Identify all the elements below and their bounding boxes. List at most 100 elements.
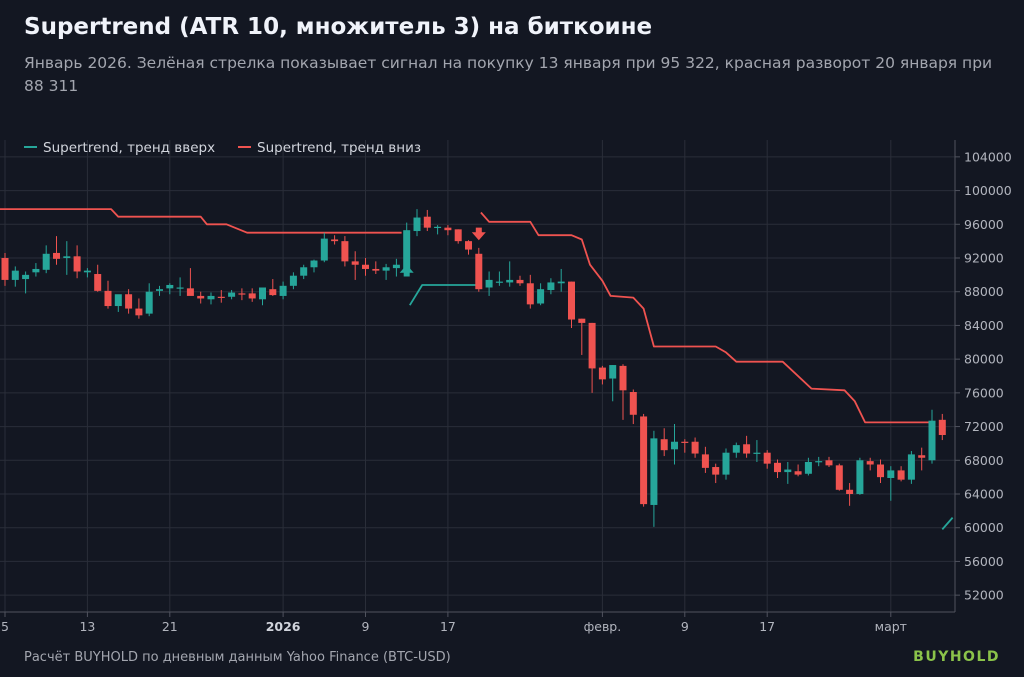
- candle-body: [94, 274, 102, 291]
- candle: [701, 446, 709, 473]
- candle: [825, 456, 833, 468]
- candle-body: [712, 467, 720, 475]
- candle: [475, 247, 483, 292]
- legend: Supertrend, тренд вверх Supertrend, тренд…: [24, 140, 421, 156]
- candle: [382, 263, 390, 280]
- candle: [94, 264, 102, 292]
- candle-body: [382, 267, 390, 271]
- candle-body: [392, 264, 400, 269]
- x-tick-label: 13: [79, 619, 95, 634]
- candle: [804, 457, 812, 476]
- candle-body: [588, 322, 596, 369]
- candle-body: [279, 285, 287, 296]
- candle: [238, 288, 246, 301]
- candle: [362, 258, 369, 276]
- candle-body: [207, 295, 215, 300]
- candle-body: [63, 256, 71, 258]
- candle-body: [341, 241, 349, 262]
- candle-body: [73, 256, 81, 272]
- candle-body: [763, 452, 771, 464]
- candle: [743, 435, 751, 458]
- candle: [526, 274, 534, 309]
- candle-body: [701, 454, 709, 468]
- candle-body: [557, 281, 565, 284]
- candle: [32, 263, 40, 277]
- candle-body: [691, 441, 699, 454]
- candle: [815, 456, 823, 467]
- candle: [1, 252, 9, 286]
- candle-body: [578, 318, 586, 323]
- candle: [83, 268, 91, 278]
- candle: [506, 261, 514, 287]
- candle-body: [104, 290, 112, 307]
- candle: [877, 459, 884, 484]
- candle: [794, 464, 802, 477]
- candle: [186, 268, 194, 296]
- brand-logo: BUYHOLD: [913, 649, 1000, 665]
- candle-body: [444, 227, 452, 231]
- candle: [217, 290, 225, 303]
- candle-body: [145, 291, 153, 314]
- y-tick-label: 52000: [964, 588, 1004, 603]
- legend-label: Supertrend, тренд вниз: [257, 140, 421, 156]
- candle: [351, 251, 359, 280]
- candle-body: [32, 268, 40, 273]
- candle-body: [197, 295, 205, 299]
- candle: [259, 287, 266, 306]
- candle: [53, 236, 60, 265]
- candle: [114, 294, 122, 312]
- candle-body: [784, 469, 792, 473]
- candle: [516, 275, 524, 286]
- candle-body: [835, 465, 843, 490]
- candle-body: [1, 258, 9, 280]
- candle: [671, 424, 678, 465]
- signals: [399, 227, 486, 277]
- candle-body: [125, 294, 133, 309]
- candle: [279, 281, 287, 300]
- candle-body: [598, 367, 606, 380]
- candle: [207, 292, 215, 305]
- legend-item: Supertrend, тренд вниз: [238, 140, 421, 156]
- candle-body: [794, 471, 802, 475]
- candle-body: [887, 470, 895, 478]
- candle: [135, 298, 143, 319]
- candle: [907, 451, 915, 484]
- candle-body: [877, 464, 884, 478]
- candle: [619, 364, 627, 420]
- candle: [22, 271, 30, 294]
- candle-body: [11, 270, 19, 280]
- x-tick-label: март: [875, 619, 907, 634]
- candle: [681, 439, 689, 453]
- candle-body: [156, 289, 163, 291]
- y-tick-label: 72000: [964, 419, 1004, 434]
- candle-body: [403, 230, 411, 270]
- candle-body: [485, 279, 493, 288]
- candle-body: [372, 268, 380, 271]
- candle-body: [506, 279, 514, 283]
- candle-body: [918, 455, 926, 458]
- candle: [73, 245, 81, 279]
- candle: [753, 440, 761, 462]
- candle-body: [42, 253, 50, 270]
- candle-body: [640, 416, 648, 505]
- candle: [423, 209, 431, 232]
- candle-body: [269, 289, 277, 296]
- candle-body: [856, 460, 864, 494]
- candle: [763, 450, 771, 469]
- source-note: Расчёт BUYHOLD по дневным данным Yahoo F…: [24, 650, 451, 665]
- candle-body: [53, 252, 60, 259]
- candle-body: [331, 239, 339, 242]
- candle-body: [300, 267, 308, 276]
- candle: [269, 279, 277, 296]
- candle: [11, 266, 19, 287]
- candle: [495, 271, 503, 286]
- candle: [300, 264, 308, 280]
- candle-body: [495, 281, 503, 283]
- candle: [228, 290, 236, 300]
- grid: [0, 140, 955, 612]
- x-tick-label: 17: [440, 619, 456, 634]
- y-tick-label: 92000: [964, 251, 1004, 266]
- candle-body: [753, 452, 761, 454]
- candle-body: [815, 461, 823, 463]
